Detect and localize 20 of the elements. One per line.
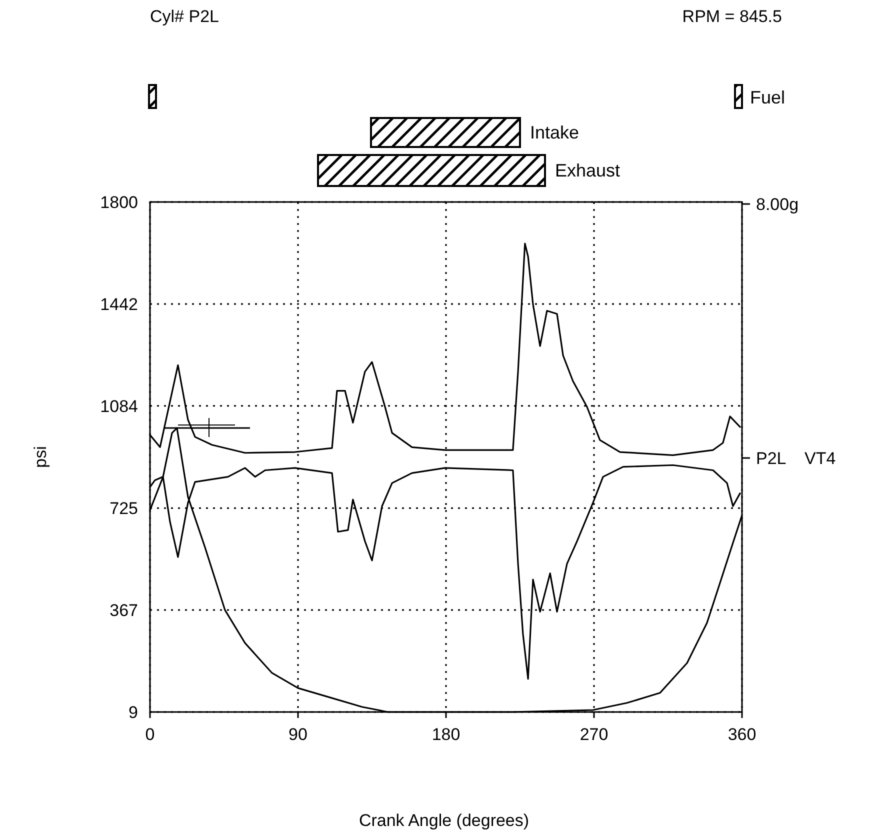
- text: Exhaust: [555, 160, 620, 180]
- x-axis-title: Crank Angle (degrees): [358, 811, 530, 830]
- text: Fuel: [750, 87, 786, 108]
- y-tick-label: 725: [110, 499, 138, 518]
- x-tick-label: 90: [288, 725, 308, 744]
- text: 8.00g: [756, 194, 799, 214]
- y-tick-label: 9: [128, 702, 138, 722]
- x-tick-label: 180: [432, 725, 460, 744]
- y-tick-label: 367: [110, 601, 138, 620]
- chart-title: Cyl# P2L: [150, 6, 219, 26]
- x-tick-label: 270: [580, 725, 608, 744]
- y-tick-label: 1084: [100, 396, 138, 416]
- x-tick-label: 0: [145, 725, 155, 744]
- y-tick-label: 1800: [100, 192, 138, 212]
- y-tick-label: 1442: [100, 294, 138, 314]
- y-axis-title: psi: [31, 446, 50, 468]
- text: P2L VT4: [756, 448, 836, 468]
- text: RPM = 845.5: [682, 6, 782, 26]
- x-tick-label: 360: [728, 725, 756, 744]
- text: Intake: [530, 122, 580, 142]
